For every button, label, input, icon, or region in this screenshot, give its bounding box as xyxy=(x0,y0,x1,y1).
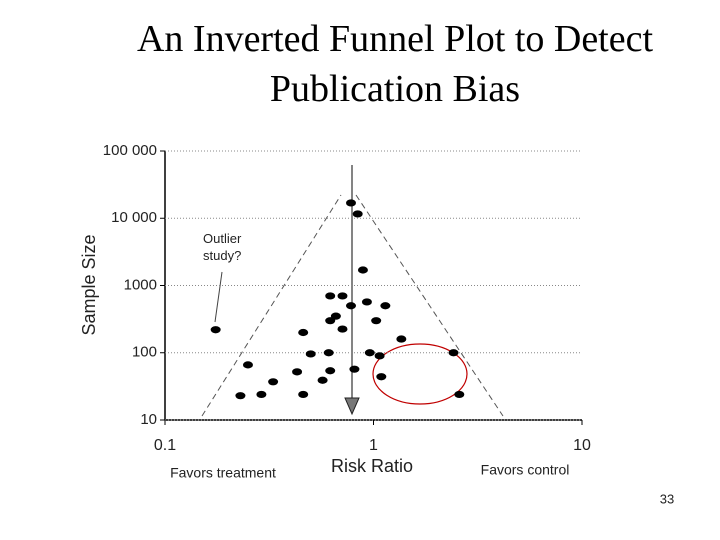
point xyxy=(357,266,368,274)
point xyxy=(371,317,382,325)
slide-title: An Inverted Funnel Plot to Detect Public… xyxy=(136,18,654,110)
point xyxy=(325,292,336,300)
point xyxy=(396,335,407,343)
point xyxy=(364,349,375,357)
pointer-line xyxy=(214,271,223,323)
y-tick-label: 100 xyxy=(132,344,157,361)
point xyxy=(317,376,328,384)
y-tick-label: 100 000 xyxy=(103,142,157,159)
point xyxy=(292,368,303,376)
y-axis-title: Sample Size xyxy=(79,234,99,335)
annotation: Favors control xyxy=(481,462,570,478)
point xyxy=(235,392,246,400)
point xyxy=(454,390,465,399)
y-tick-label: 10 xyxy=(140,411,157,428)
point xyxy=(376,373,387,381)
mean-marker xyxy=(344,397,360,416)
point xyxy=(337,325,348,333)
y-tick-label: 1000 xyxy=(124,276,157,293)
point xyxy=(374,352,385,360)
point xyxy=(323,349,334,357)
x-axis-title: Risk Ratio xyxy=(331,456,413,476)
y-tick-label: 10 000 xyxy=(111,209,157,226)
point xyxy=(361,298,372,306)
point xyxy=(346,302,357,310)
point xyxy=(380,302,391,310)
x-tick-label: 1 xyxy=(369,437,378,454)
annotation: Favors treatment xyxy=(170,465,276,481)
point xyxy=(325,317,336,325)
point xyxy=(325,367,336,375)
funnel-edge xyxy=(201,194,342,417)
point xyxy=(448,349,459,357)
point xyxy=(210,326,221,334)
point xyxy=(242,361,253,369)
point xyxy=(305,350,316,358)
point xyxy=(268,378,279,386)
point xyxy=(352,210,363,218)
annotation: Outlier study? xyxy=(203,231,242,263)
x-tick-label: 10 xyxy=(573,437,591,454)
point xyxy=(298,328,309,337)
page-number: 33 xyxy=(660,491,674,506)
funnel-edge xyxy=(355,194,504,417)
highlight-ellipse xyxy=(372,343,468,405)
x-tick-label: 0.1 xyxy=(154,437,176,454)
point xyxy=(346,199,357,207)
point xyxy=(298,390,309,399)
point xyxy=(256,390,267,399)
point xyxy=(349,365,360,373)
point xyxy=(337,292,348,300)
